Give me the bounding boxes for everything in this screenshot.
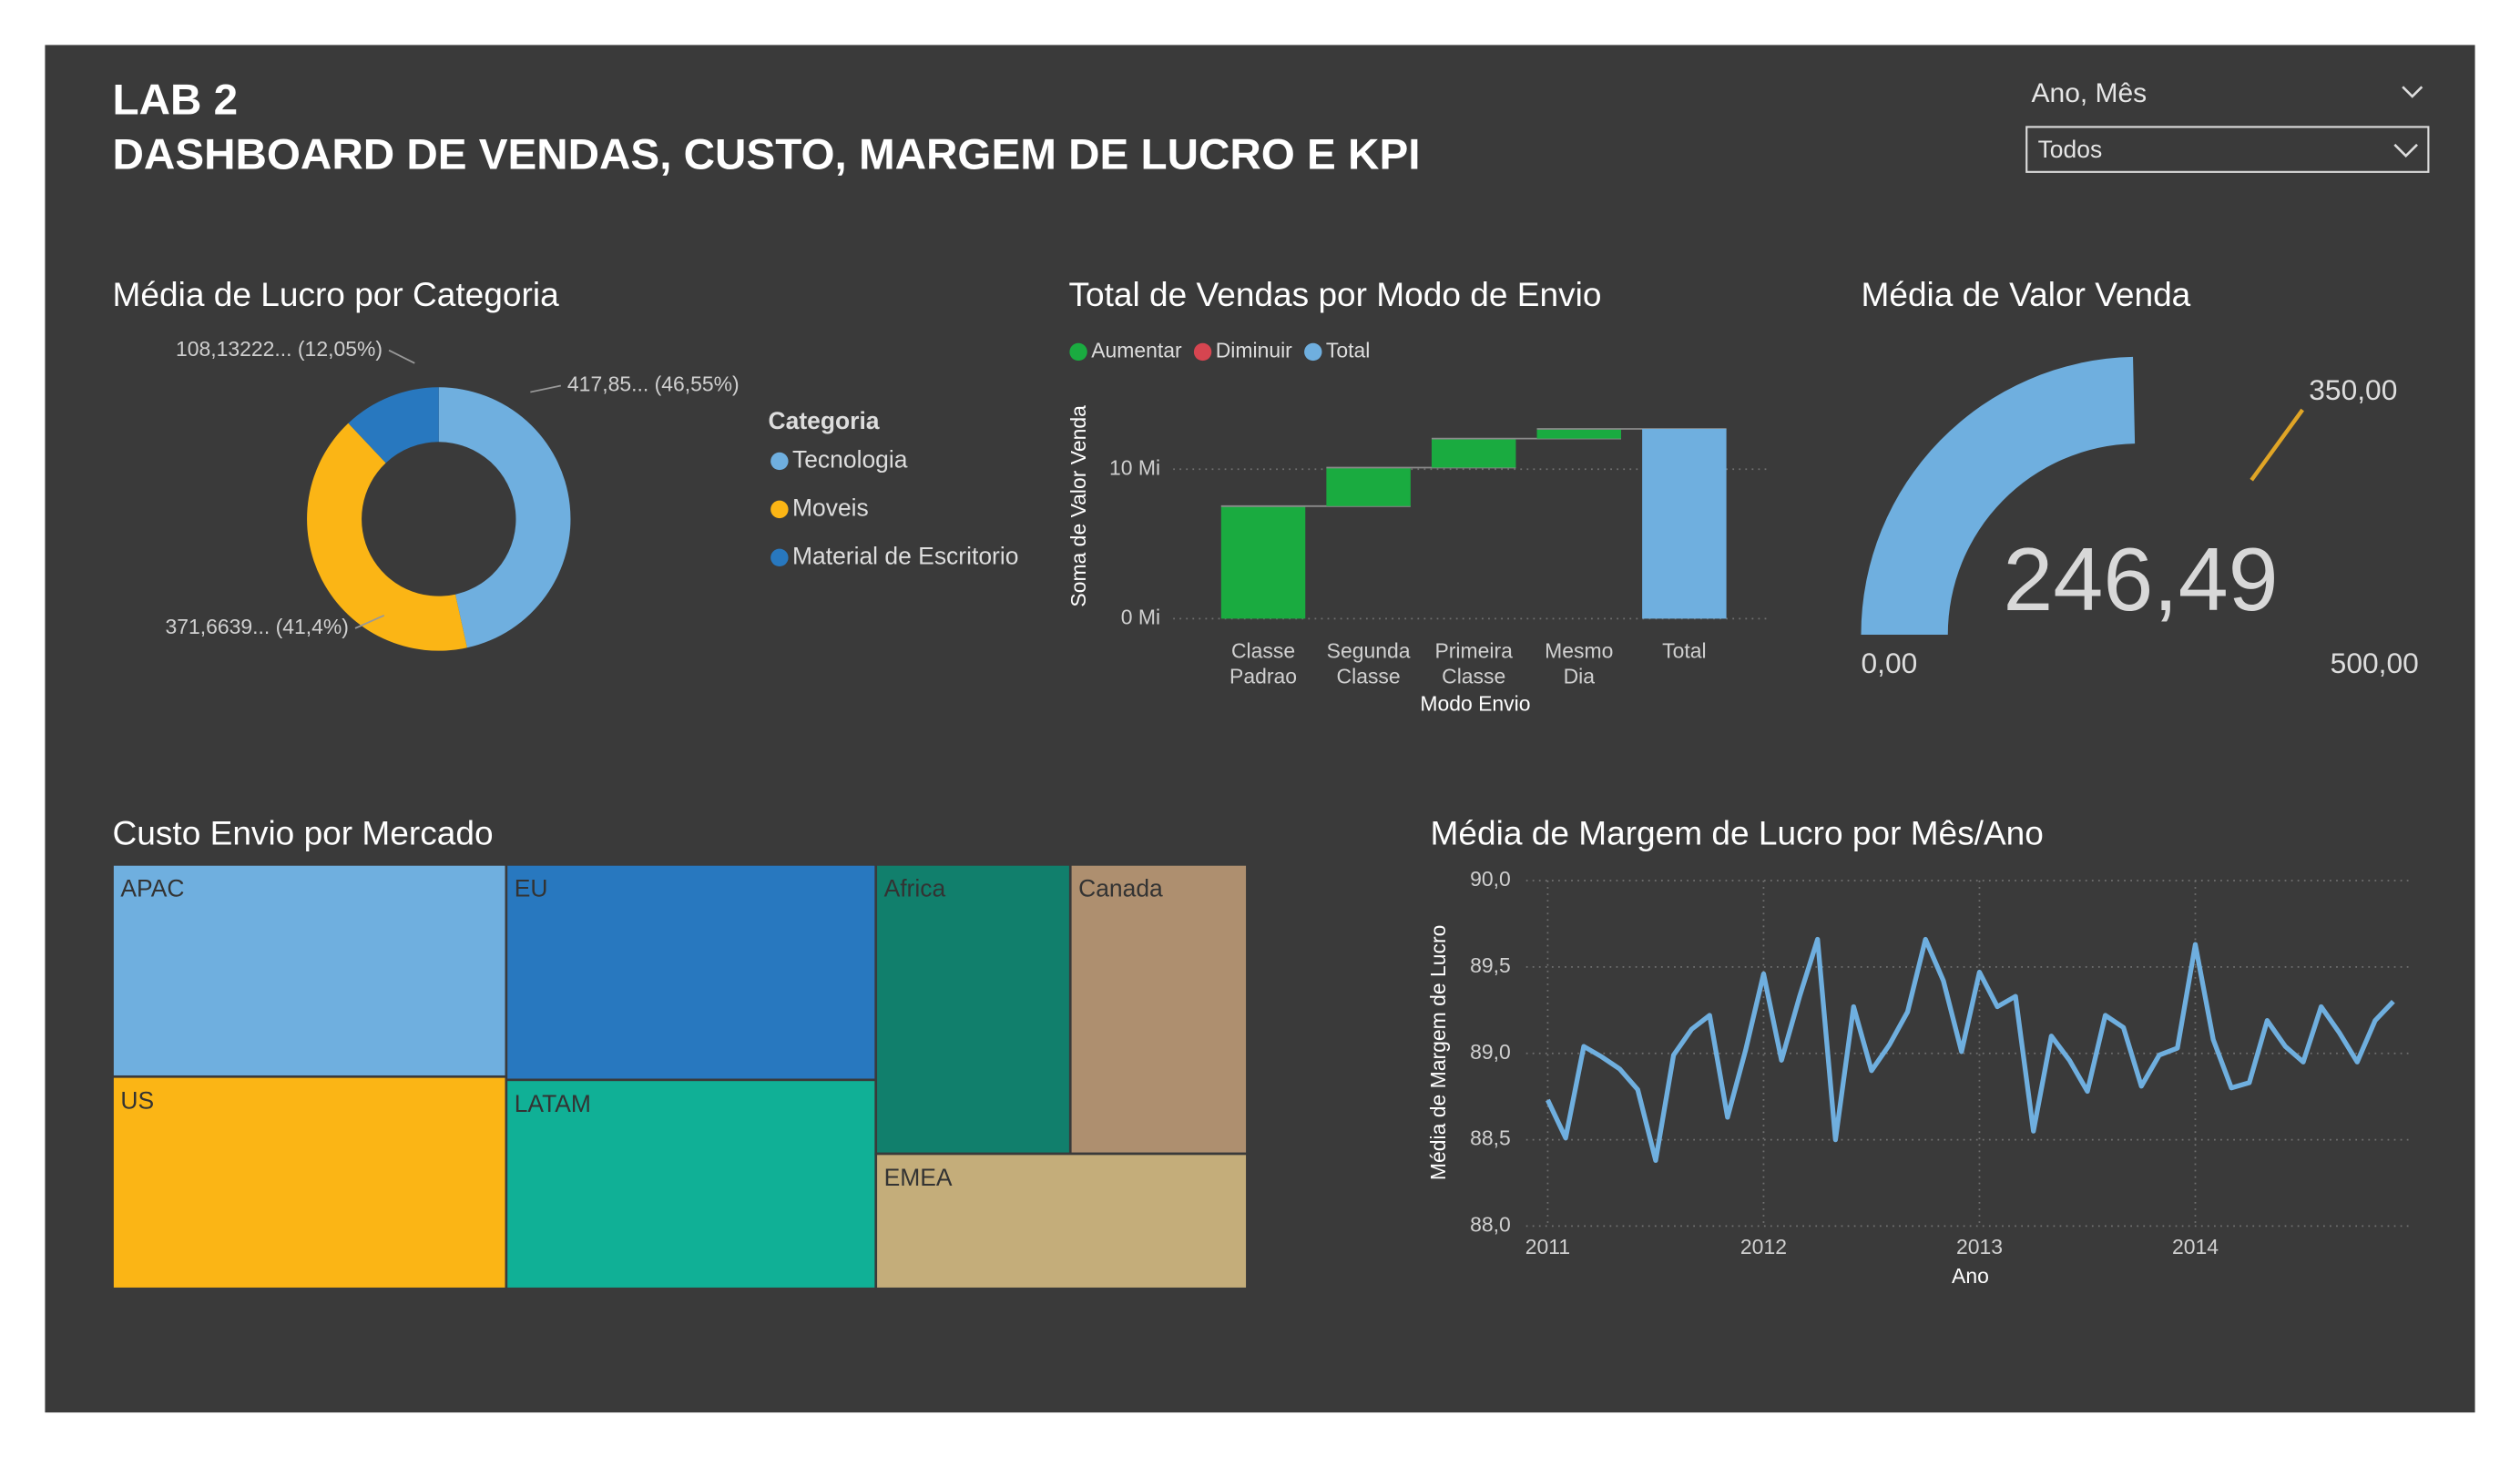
- x-tick-label: Primeira Classe: [1435, 639, 1514, 688]
- y-tick-label: 10 Mi: [1109, 455, 1160, 479]
- treemap-tile: [111, 1075, 508, 1290]
- legend-marker: [1193, 342, 1212, 362]
- tile-label: LATAM: [515, 1090, 591, 1117]
- legend-label: Diminuir: [1216, 339, 1292, 362]
- gauge-target: [2250, 408, 2304, 482]
- tile-label: APAC: [120, 875, 184, 902]
- y-tick-label: 88,0: [1470, 1212, 1511, 1236]
- chart-title: Total de Vendas por Modo de Envio: [1069, 275, 1602, 313]
- x-tick-line: Total: [1662, 639, 1706, 663]
- y-axis-label: Média de Margem de Lucro: [1426, 925, 1450, 1181]
- leader-line: [354, 615, 385, 629]
- x-tick-label: 2013: [1956, 1235, 2003, 1258]
- treemap-tile: [1068, 863, 1249, 1156]
- gauge-fill: [1861, 356, 2136, 636]
- dropdown-chevron[interactable]: [2393, 143, 2418, 158]
- donut-slice: [348, 387, 439, 464]
- x-tick-line: Padrao: [1229, 665, 1297, 688]
- y-tick-label: 88,5: [1470, 1126, 1511, 1150]
- legend-label: Moveis: [792, 494, 869, 521]
- tile-label: US: [120, 1087, 154, 1115]
- x-tick-line: Mesmo: [1545, 639, 1613, 663]
- x-tick-line: Dia: [1564, 665, 1596, 688]
- x-axis-label: Ano: [1952, 1264, 1989, 1288]
- data-label: 371,6639... (41,4%): [165, 615, 348, 638]
- slicer-value: Todos: [2038, 136, 2103, 163]
- gauge-min: 0,00: [1861, 647, 1917, 679]
- x-axis-label: Modo Envio: [1420, 692, 1530, 716]
- chart-title: Média de Valor Venda: [1861, 275, 2190, 313]
- y-tick-label: 89,5: [1470, 953, 1511, 977]
- y-tick-label: 89,0: [1470, 1040, 1511, 1064]
- bar: [1220, 505, 1306, 619]
- donut-slice: [307, 423, 467, 651]
- legend-label: Material de Escritorio: [792, 542, 1018, 569]
- y-tick-label: 90,0: [1470, 867, 1511, 891]
- y-axis-label: Soma de Valor Venda: [1066, 405, 1090, 607]
- treemap-tile: [111, 863, 508, 1078]
- leader-line: [530, 384, 562, 393]
- leader-line: [388, 349, 415, 364]
- x-tick-label: 2014: [2172, 1235, 2219, 1258]
- dashboard-title: LAB 2: [113, 76, 239, 125]
- tile-label: Africa: [884, 875, 946, 902]
- treemap-tile: [505, 1078, 878, 1290]
- legend-marker: [770, 548, 789, 567]
- chart-title: Média de Margem de Lucro por Mês/Ano: [1431, 813, 2044, 851]
- slicer-dropdown[interactable]: [2025, 126, 2430, 173]
- treemap-tile: [874, 863, 1072, 1156]
- x-tick-label: 2011: [1525, 1235, 1570, 1258]
- x-tick-label: Classe Padrao: [1229, 639, 1297, 688]
- slicer-collapse[interactable]: [2402, 86, 2423, 98]
- legend-marker: [770, 452, 789, 471]
- gauge-value: 246,49: [2003, 529, 2278, 629]
- donut-slice: [438, 387, 571, 648]
- x-tick-line: Classe: [1337, 665, 1401, 688]
- x-tick-label: Segunda Classe: [1327, 639, 1411, 688]
- x-tick-line: Segunda: [1327, 639, 1411, 663]
- legend-marker: [1069, 342, 1087, 362]
- line-series: [1546, 936, 2395, 1163]
- legend-label: Total: [1326, 339, 1370, 362]
- tile-label: EMEA: [884, 1164, 953, 1191]
- x-tick-line: Primeira: [1435, 639, 1514, 663]
- gauge-max: 500,00: [2331, 647, 2419, 679]
- x-tick-label: 2012: [1740, 1235, 1787, 1258]
- legend-marker: [770, 500, 789, 519]
- treemap-tile: [874, 1152, 1249, 1290]
- x-tick-line: Classe: [1442, 665, 1505, 688]
- bar: [1642, 428, 1727, 619]
- legend-marker: [1304, 342, 1322, 362]
- treemap-tile: [505, 863, 878, 1082]
- chart-title: Média de Lucro por Categoria: [113, 275, 560, 313]
- bar: [1536, 428, 1622, 439]
- bar: [1431, 438, 1516, 468]
- slicer-label: Ano, Mês: [2032, 78, 2148, 108]
- tile-label: EU: [515, 875, 548, 902]
- x-tick-line: Classe: [1231, 639, 1295, 663]
- data-label: 108,13222... (12,05%): [176, 337, 383, 361]
- legend-label: Tecnologia: [792, 445, 908, 473]
- x-tick-label: Total: [1662, 639, 1706, 663]
- legend-title: Categoria: [769, 407, 880, 434]
- chart-title: Custo Envio por Mercado: [113, 813, 494, 851]
- x-tick-label: Mesmo Dia: [1545, 639, 1613, 688]
- y-tick-label: 0 Mi: [1121, 605, 1160, 628]
- dashboard-subtitle: DASHBOARD DE VENDAS, CUSTO, MARGEM DE LU…: [113, 131, 1421, 179]
- tile-label: Canada: [1078, 875, 1163, 902]
- slicer[interactable]: Ano, Mês Todos: [2025, 78, 2430, 173]
- target-label: 350,00: [2309, 373, 2397, 406]
- data-label: 417,85... (46,55%): [567, 372, 740, 396]
- bar: [1326, 467, 1411, 506]
- legend-label: Aumentar: [1091, 339, 1182, 362]
